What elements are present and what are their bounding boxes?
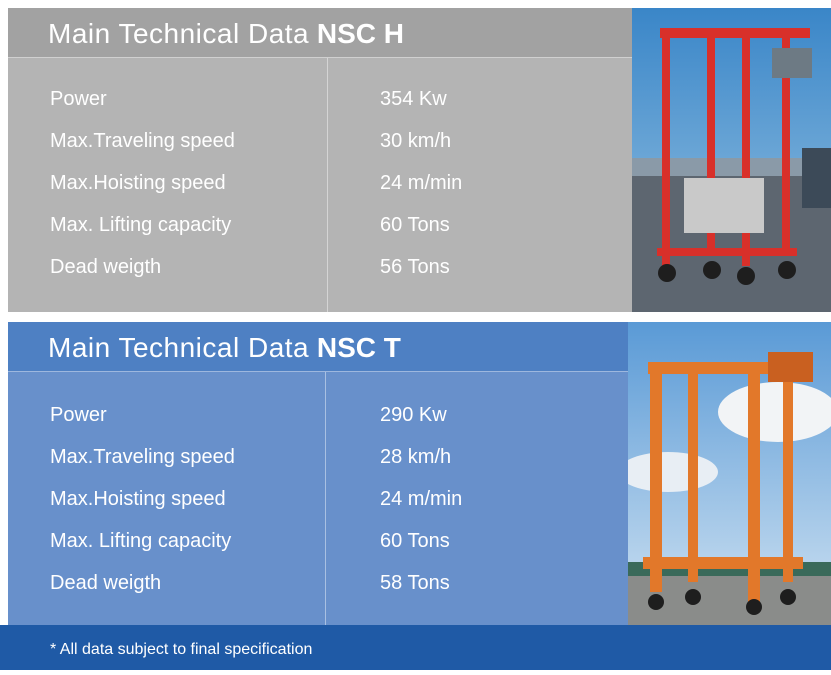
spec-label: Max.Traveling speed <box>50 446 235 468</box>
spec-label: Max. Lifting capacity <box>50 214 232 236</box>
spec-value: 56 Tons <box>380 256 450 278</box>
spec-label: Dead weigth <box>50 572 162 594</box>
spec-value: 60 Tons <box>380 214 450 236</box>
spec-table: Power 290 Kw Max.Traveling speed 28 km/h Max… <box>8 322 628 625</box>
spec-value: 30 km/h <box>380 130 452 152</box>
spec-value: 290 Kw <box>380 404 447 426</box>
spec-value: 24 m/min <box>380 488 463 510</box>
spec-value: 354 Kw <box>380 88 447 110</box>
panel-title: Main Technical Data <box>48 332 310 363</box>
spec-label: Max.Hoisting speed <box>50 488 226 510</box>
spec-label: Power <box>50 88 107 110</box>
footer-note: * All data subject to final specificatio… <box>0 625 831 670</box>
spec-panel: Main Technical Data NSC H Power 354 Kw Max… <box>8 8 632 312</box>
panel-model: NSC H <box>316 18 405 49</box>
spec-value: 58 Tons <box>380 572 450 594</box>
crane-photo <box>632 8 831 312</box>
spec-label: Dead weigth <box>50 256 162 278</box>
spec-label: Max. Lifting capacity <box>50 530 232 552</box>
panel-header: Main Technical Data NSC H <box>8 8 632 58</box>
spec-panel: Main Technical Data NSC T Power 290 Kw Max… <box>8 322 628 625</box>
spec-value: 60 Tons <box>380 530 450 552</box>
spec-value: 28 km/h <box>380 446 452 468</box>
spec-label: Max.Traveling speed <box>50 130 235 152</box>
spec-label: Power <box>50 404 107 426</box>
crane-photo <box>628 322 831 625</box>
panel-title: Main Technical Data <box>48 18 310 49</box>
spec-label: Max.Hoisting speed <box>50 172 226 194</box>
panel-header: Main Technical Data NSC T <box>8 322 628 372</box>
panel-model: NSC T <box>316 332 401 363</box>
spec-value: 24 m/min <box>380 172 463 194</box>
column-divider <box>327 58 328 312</box>
spec-table: Power 354 Kw Max.Traveling speed 30 km/h Max… <box>8 8 632 312</box>
column-divider <box>325 372 326 625</box>
